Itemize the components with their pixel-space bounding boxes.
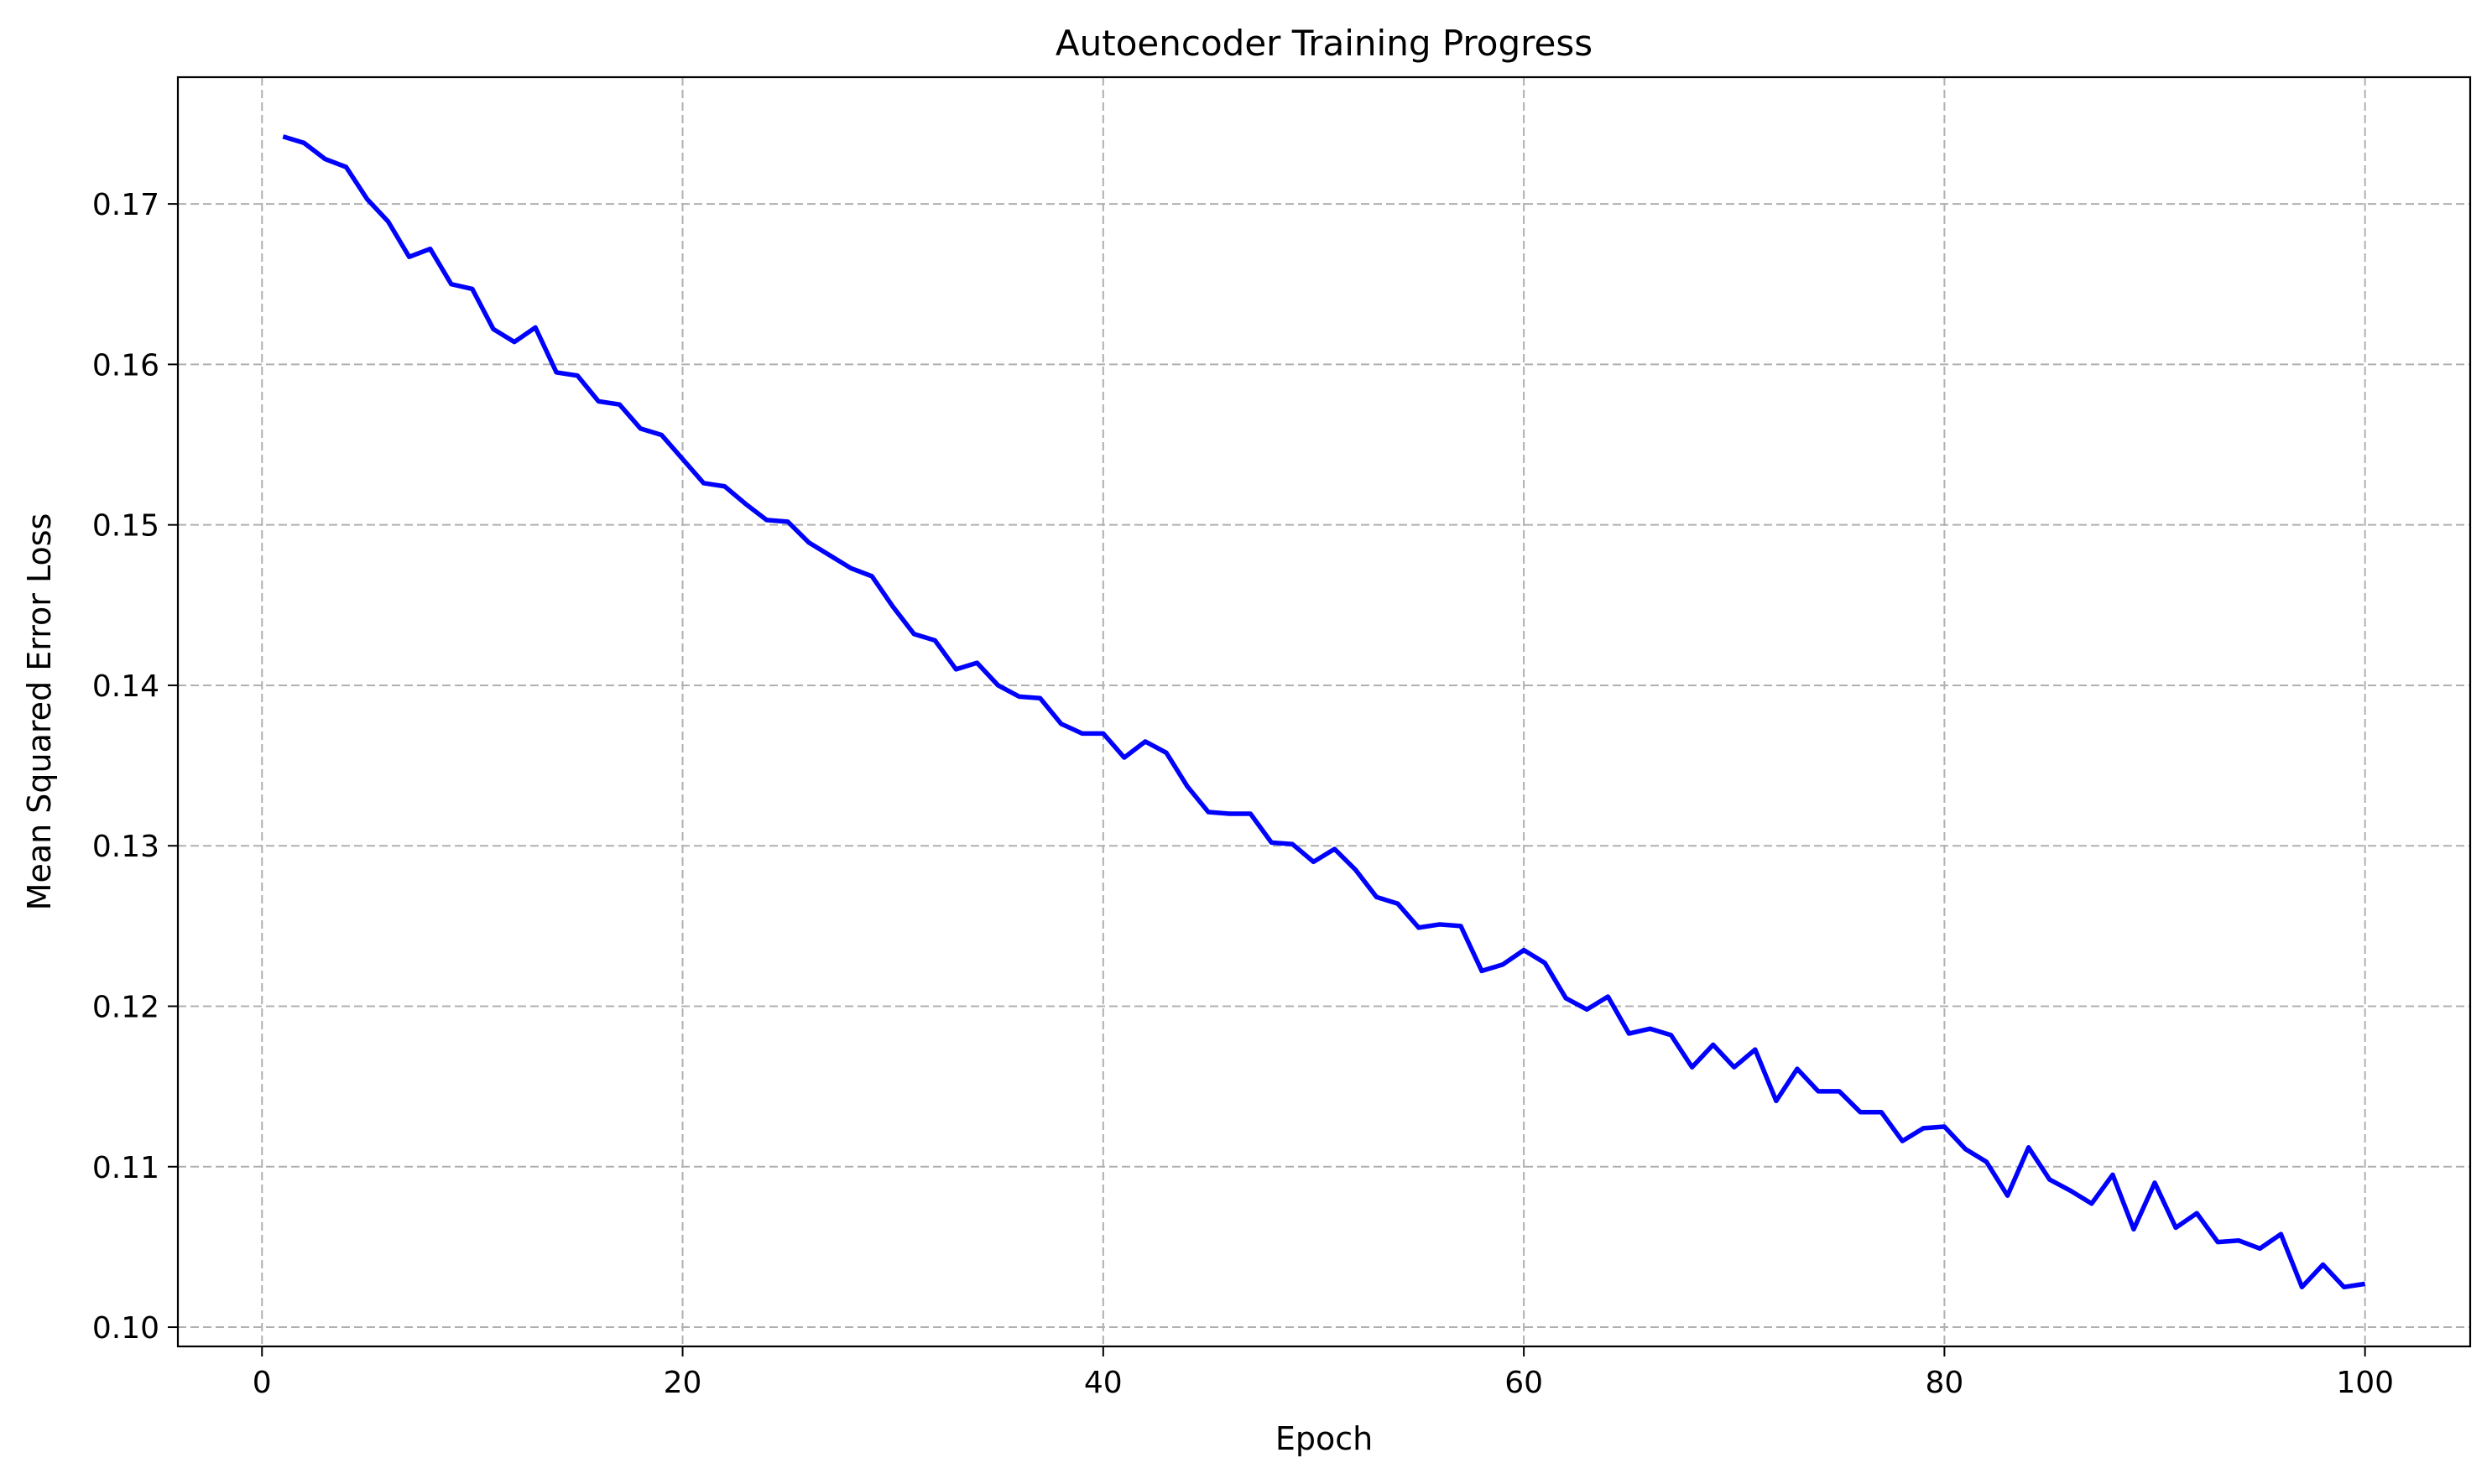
y-tick-label: 0.10 (92, 1311, 159, 1346)
axis-ticks: 0 20 40 60 80 100 0.10 0.11 0.12 0.13 0.14 0.15 0.16… (92, 188, 2394, 1400)
chart-title: Autoencoder Training Progress (1056, 23, 1593, 64)
y-tick-label: 0.17 (92, 188, 159, 222)
x-tick-label: 20 (664, 1366, 702, 1400)
y-tick-label: 0.13 (92, 830, 159, 864)
x-tick-label: 0 (253, 1366, 272, 1400)
y-axis-label: Mean Squared Error Loss (21, 513, 58, 911)
x-tick-label: 40 (1084, 1366, 1123, 1400)
x-tick-label: 80 (1925, 1366, 1963, 1400)
plot-frame (176, 76, 2472, 1348)
x-axis-label: Epoch (1275, 1420, 1373, 1457)
y-tick-label: 0.14 (92, 669, 159, 704)
y-tick-label: 0.16 (92, 348, 159, 383)
y-tick-label: 0.15 (92, 509, 159, 544)
x-tick-label: 100 (2336, 1366, 2394, 1400)
x-tick-label: 60 (1504, 1366, 1543, 1400)
y-tick-label: 0.11 (92, 1151, 159, 1185)
loss-line (282, 134, 2366, 1289)
grid-lines (178, 77, 2470, 1346)
series-layer (282, 134, 2366, 1289)
y-tick-label: 0.12 (92, 990, 159, 1024)
